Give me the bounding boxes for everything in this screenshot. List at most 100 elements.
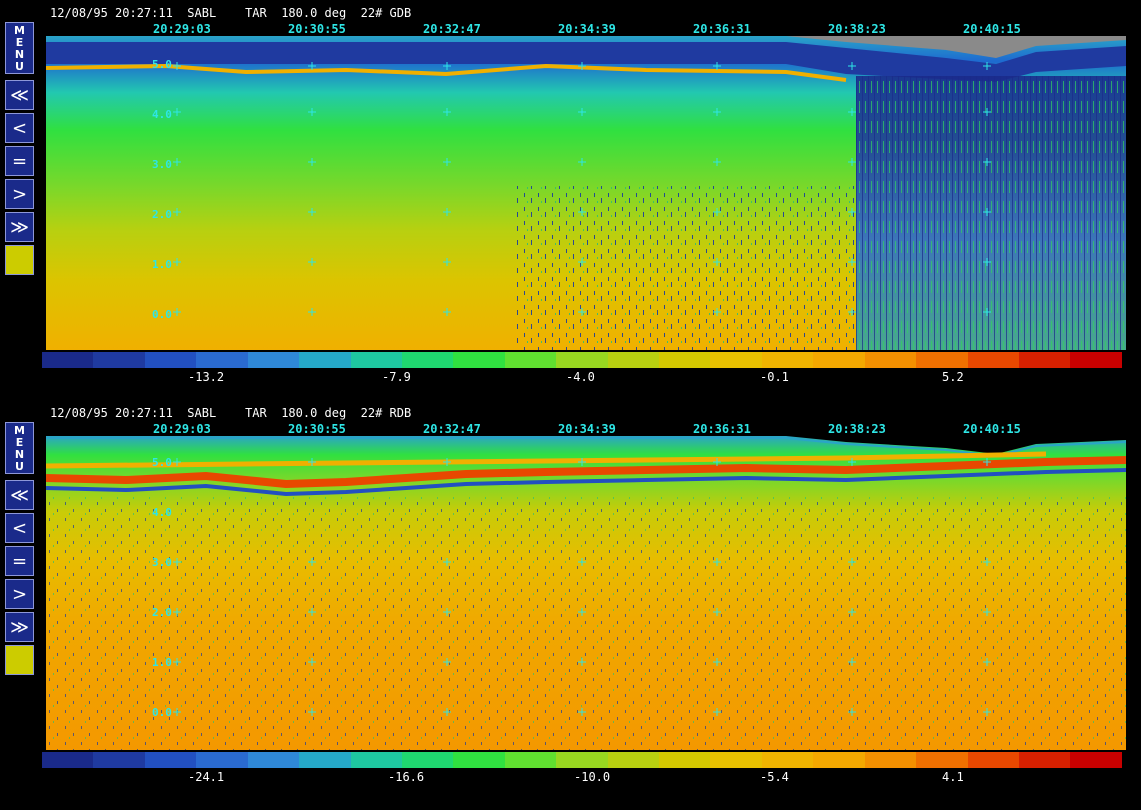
- color-swatch-button[interactable]: [5, 245, 34, 275]
- colorbar-swatch: [299, 752, 351, 768]
- colorbar-swatch: [350, 752, 402, 768]
- colorbar-swatch: [247, 352, 300, 368]
- chevron-left-icon: <: [11, 117, 28, 139]
- colorbar-swatch: [659, 352, 711, 368]
- colorbar-label: -0.1: [760, 370, 789, 384]
- colorbar-swatch: [401, 352, 454, 368]
- colorbar-swatch: [967, 352, 1020, 368]
- colorbar-label: 5.2: [942, 370, 964, 384]
- colorbar-label: 4.1: [942, 770, 964, 784]
- time-label: 20:29:03: [153, 422, 211, 436]
- time-label: 20:30:55: [288, 22, 346, 36]
- altitude-label: 2.0: [152, 208, 172, 221]
- colorbar-swatch: [864, 752, 917, 768]
- altitude-label: 3.0: [152, 158, 172, 171]
- colorbar-swatch: [710, 752, 762, 768]
- time-label: 20:32:47: [423, 22, 481, 36]
- double-chevron-right-icon: ≫: [10, 616, 29, 638]
- colorbar-swatch: [144, 352, 197, 368]
- lidar-plot-graphic: [46, 36, 1126, 350]
- grid-markers: [173, 458, 991, 716]
- lidar-plot-bottom: [46, 436, 1126, 750]
- time-label: 20:34:39: [558, 22, 616, 36]
- colorbar-swatch: [916, 352, 968, 368]
- colorbar: [42, 352, 1122, 368]
- bottom-panel: 12/08/95 20:27:11 SABL TAR 180.0 deg 22#…: [0, 400, 1141, 800]
- menu-button-label: MENU: [13, 424, 26, 472]
- altitude-label: 5.0: [152, 456, 172, 469]
- double-chevron-left-icon: ≪: [10, 484, 29, 506]
- chevron-right-icon: >: [11, 583, 28, 605]
- colorbar-swatch: [556, 752, 608, 768]
- colorbar-swatch: [299, 352, 351, 368]
- altitude-label: 0.0: [152, 706, 172, 719]
- colorbar-swatch: [1070, 752, 1122, 768]
- time-label: 20:36:31: [693, 22, 751, 36]
- equal-icon: =: [11, 550, 28, 572]
- colorbar-swatch: [144, 752, 197, 768]
- equal-icon: =: [11, 150, 28, 172]
- chevron-right-icon: >: [11, 183, 28, 205]
- colorbar-swatch: [247, 752, 300, 768]
- fast-back-button[interactable]: ≪: [5, 480, 34, 510]
- color-swatch-button[interactable]: [5, 645, 34, 675]
- time-label: 20:30:55: [288, 422, 346, 436]
- altitude-label: 2.0: [152, 606, 172, 619]
- colorbar-swatch: [916, 752, 968, 768]
- colorbar-swatch: [659, 752, 711, 768]
- colorbar-swatch: [1019, 752, 1071, 768]
- colorbar-swatch: [42, 752, 94, 768]
- colorbar-swatch: [453, 352, 505, 368]
- chevron-left-icon: <: [11, 517, 28, 539]
- colorbar-swatch: [350, 352, 402, 368]
- menu-button[interactable]: MENU: [5, 422, 34, 474]
- colorbar-swatch: [607, 352, 660, 368]
- equal-button[interactable]: =: [5, 146, 34, 176]
- colorbar-label: -13.2: [188, 370, 225, 384]
- back-button[interactable]: <: [5, 113, 34, 143]
- colorbar-label: -16.6: [388, 770, 425, 784]
- colorbar-swatch: [401, 752, 454, 768]
- altitude-label: 1.0: [152, 258, 172, 271]
- equal-button[interactable]: =: [5, 546, 34, 576]
- altitude-label: 4.0: [152, 506, 172, 519]
- fast-forward-button[interactable]: ≫: [5, 212, 34, 242]
- grid-markers: [173, 62, 991, 316]
- colorbar-swatch: [1070, 352, 1122, 368]
- colorbar-swatch: [453, 752, 505, 768]
- colorbar-swatch: [196, 352, 248, 368]
- double-chevron-right-icon: ≫: [10, 216, 29, 238]
- colorbar: [42, 752, 1122, 768]
- menu-button[interactable]: MENU: [5, 22, 34, 74]
- colorbar-swatch: [504, 352, 557, 368]
- colorbar-label: -7.9: [382, 370, 411, 384]
- time-label: 20:38:23: [828, 422, 886, 436]
- back-button[interactable]: <: [5, 513, 34, 543]
- lidar-plot-top: [46, 36, 1126, 350]
- colorbar-swatch: [607, 752, 660, 768]
- colorbar-label: -10.0: [574, 770, 611, 784]
- colorbar-swatch: [864, 352, 917, 368]
- panel-header: 12/08/95 20:27:11 SABL TAR 180.0 deg 22#…: [50, 406, 412, 420]
- colorbar-swatch: [42, 352, 94, 368]
- fast-back-button[interactable]: ≪: [5, 80, 34, 110]
- altitude-label: 0.0: [152, 308, 172, 321]
- forward-button[interactable]: >: [5, 179, 34, 209]
- colorbar-swatch: [813, 752, 865, 768]
- time-label: 20:38:23: [828, 22, 886, 36]
- colorbar-label: -24.1: [188, 770, 225, 784]
- altitude-label: 1.0: [152, 656, 172, 669]
- time-label: 20:29:03: [153, 22, 211, 36]
- colorbar-swatch: [504, 752, 557, 768]
- colorbar-swatch: [761, 352, 814, 368]
- top-panel: 12/08/95 20:27:11 SABL TAR 180.0 deg 22#…: [0, 0, 1141, 400]
- forward-button[interactable]: >: [5, 579, 34, 609]
- colorbar-swatch: [967, 752, 1020, 768]
- colorbar-swatch: [556, 352, 608, 368]
- altitude-label: 5.0: [152, 58, 172, 71]
- colorbar-swatch: [196, 752, 248, 768]
- time-label: 20:40:15: [963, 422, 1021, 436]
- time-label: 20:36:31: [693, 422, 751, 436]
- fast-forward-button[interactable]: ≫: [5, 612, 34, 642]
- colorbar-swatch: [710, 352, 762, 368]
